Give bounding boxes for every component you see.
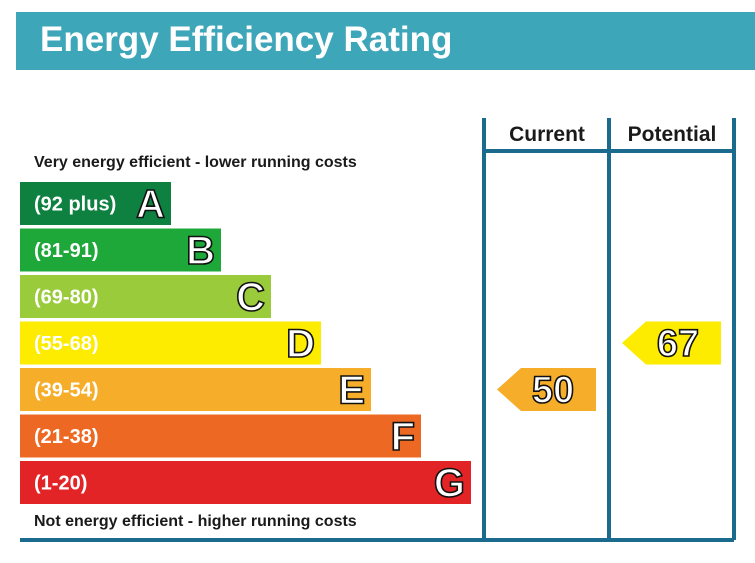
band-bar-c [20,275,271,318]
bottom-description: Not energy efficient - higher running co… [34,513,357,530]
band-bar-b [20,228,221,272]
band-letter-d: D [286,322,315,366]
band-letter-b: B [186,229,215,273]
band-bar-g [20,461,471,504]
band-letter-g: G [434,462,465,506]
band-bar-d [20,321,321,365]
band-range-a: (92 plus) [34,194,116,216]
band-range-g: (1-20) [34,473,87,495]
band-range-f: (21-38) [34,426,98,448]
page-title: Energy Efficiency Rating [40,20,453,59]
band-bar-e [20,368,371,411]
band-letter-a: A [136,183,165,227]
band-letter-c: C [236,276,265,320]
top-description: Very energy efficient - lower running co… [34,154,357,171]
rating-arrow-current [497,368,596,411]
rating-arrow-potential [622,321,721,365]
column-header-current: Current [509,123,585,146]
band-range-b: (81-91) [34,240,98,262]
band-range-d: (55-68) [34,333,98,355]
rating-bands: (92 plus) A (81-91) B (69-80) C (55-68) D (39-54… [20,182,471,506]
band-range-e: (39-54) [34,380,98,402]
band-range-c: (69-80) [34,287,98,309]
band-letter-e: E [338,369,365,413]
column-header-potential: Potential [628,123,717,146]
chart-frame [20,118,736,542]
rating-value-current: 50 [532,370,574,412]
rating-value-potential: 67 [657,323,699,365]
band-bar-f [20,414,421,458]
header-banner: Energy Efficiency Rating [16,12,755,70]
band-bar-a [20,182,171,225]
band-letter-f: F [391,415,415,459]
rating-arrows: 50 67 [497,321,721,412]
